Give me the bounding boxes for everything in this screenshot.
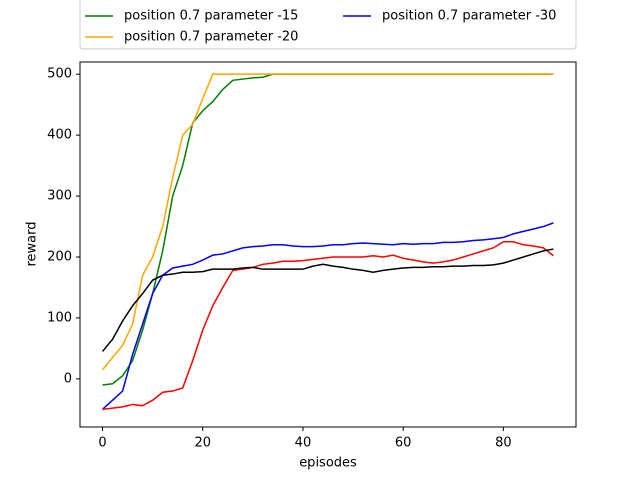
y-axis-label: reward xyxy=(25,221,40,266)
y-tick-label: 400 xyxy=(47,128,72,143)
x-tick-label: 40 xyxy=(295,436,312,451)
x-tick-label: 60 xyxy=(395,436,412,451)
y-tick-label: 300 xyxy=(47,189,72,204)
axes-frame xyxy=(79,61,577,428)
legend-label: position 0.7 parameter -30 xyxy=(382,9,556,24)
line-series xyxy=(102,222,554,410)
legend-box xyxy=(79,0,577,50)
x-axis-label: episodes xyxy=(299,456,357,471)
x-tick-label: 80 xyxy=(495,436,512,451)
legend-label: position 0.7 parameter -15 xyxy=(124,9,298,24)
y-tick-label: 200 xyxy=(47,249,72,264)
line-series xyxy=(102,241,554,411)
line-series xyxy=(102,73,554,386)
y-tick-label: 0 xyxy=(64,371,72,386)
x-tick-label: 20 xyxy=(194,436,211,451)
y-tick-label: 500 xyxy=(47,67,72,82)
line-series xyxy=(101,73,554,371)
legend-label: position 0.7 parameter -20 xyxy=(124,30,298,45)
x-tick-label: 0 xyxy=(98,436,106,451)
y-tick-label: 100 xyxy=(47,310,72,325)
line-series xyxy=(101,248,554,352)
